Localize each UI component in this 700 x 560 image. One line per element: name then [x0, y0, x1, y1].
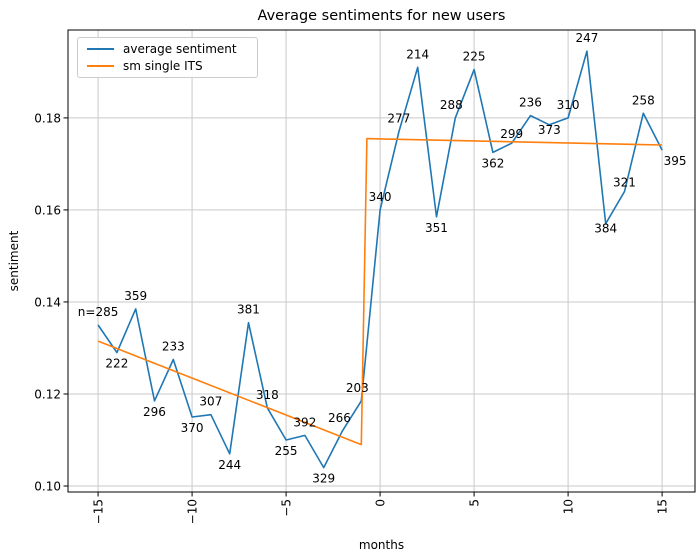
legend-item-average-sentiment: average sentiment	[78, 43, 257, 55]
point-annotation: 395	[664, 154, 687, 168]
point-annotation: 318	[256, 388, 279, 402]
point-annotation: 373	[538, 123, 561, 137]
point-annotation: 310	[557, 98, 580, 112]
point-annotation: 277	[387, 112, 410, 126]
point-annotation: 247	[575, 31, 598, 45]
point-annotation: 381	[237, 303, 260, 317]
point-annotation: 321	[613, 176, 636, 190]
x-tick-label: −15	[92, 499, 106, 524]
legend-line-swatch-blue	[87, 48, 114, 51]
point-annotation: 236	[519, 96, 542, 110]
legend-line-swatch-orange	[87, 64, 114, 67]
series-line-average-sentiment	[97, 50, 663, 469]
x-axis-label: months	[358, 538, 405, 552]
x-tick-label: 15	[656, 499, 670, 514]
point-annotation: 214	[406, 47, 429, 61]
legend: average sentiment sm single ITS	[77, 37, 258, 78]
legend-label: sm single ITS	[123, 58, 203, 73]
point-annotation: 370	[181, 421, 204, 435]
point-annotation: 266	[328, 411, 351, 425]
y-axis-label: sentiment	[7, 230, 21, 292]
y-tick-label: 0.10	[34, 480, 61, 494]
point-annotation: 362	[481, 156, 504, 170]
point-annotation: 255	[275, 444, 298, 458]
x-tick-label: −5	[280, 499, 294, 517]
point-annotation: 329	[312, 472, 335, 486]
x-tick-label: 10	[562, 499, 576, 514]
point-annotation: 351	[425, 221, 448, 235]
point-annotation: 258	[632, 93, 655, 107]
point-annotation: 307	[199, 395, 222, 409]
plot-border	[67, 29, 696, 493]
point-annotation: 288	[440, 98, 463, 112]
legend-label: average sentiment	[123, 42, 237, 57]
x-tick-label: 5	[468, 499, 482, 507]
point-annotation: n=285	[78, 305, 119, 319]
point-annotation: 296	[143, 405, 166, 419]
x-tick-label: 0	[374, 499, 388, 507]
point-annotation: 392	[293, 415, 316, 429]
y-tick-label: 0.12	[34, 387, 61, 401]
legend-item-sm-single-its: sm single ITS	[78, 60, 257, 72]
point-annotation: 222	[105, 357, 128, 371]
chart-title: Average sentiments for new users	[257, 8, 506, 24]
point-annotation: 203	[346, 381, 369, 395]
point-annotation: 225	[463, 50, 486, 64]
y-tick-label: 0.14	[34, 295, 61, 309]
point-annotation: 233	[162, 339, 185, 353]
y-tick-label: 0.18	[34, 111, 61, 125]
y-tick-label: 0.16	[34, 203, 61, 217]
series-line-sm-single-ITS	[97, 137, 663, 446]
point-annotation: 299	[500, 127, 523, 141]
point-annotation: 244	[218, 458, 241, 472]
point-annotation: 384	[594, 222, 617, 236]
point-annotation: 359	[124, 289, 147, 303]
x-tick-label: −10	[186, 499, 200, 524]
point-annotation: 340	[369, 190, 392, 204]
